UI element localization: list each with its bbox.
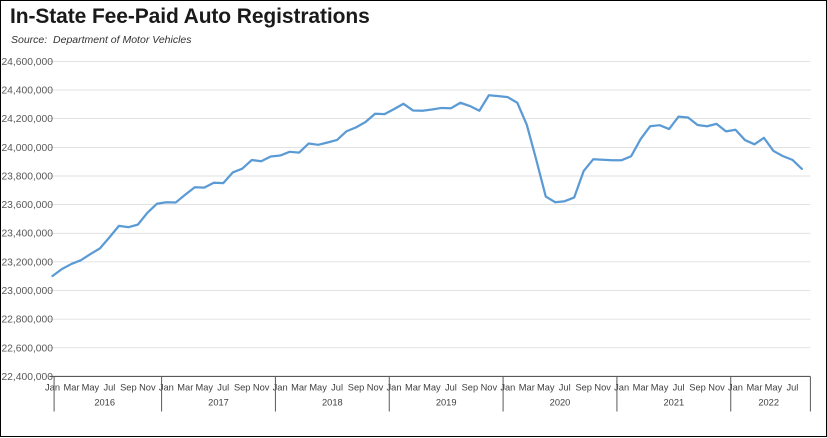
svg-text:Jul: Jul (559, 383, 571, 393)
svg-text:Mar: Mar (633, 383, 649, 393)
svg-text:23,600,000: 23,600,000 (1, 200, 53, 211)
svg-text:May: May (82, 383, 100, 393)
svg-text:Nov: Nov (367, 383, 384, 393)
svg-text:Nov: Nov (253, 383, 270, 393)
svg-text:Jan: Jan (728, 383, 743, 393)
svg-text:24,000,000: 24,000,000 (1, 143, 53, 154)
svg-text:Mar: Mar (519, 383, 535, 393)
svg-text:Mar: Mar (177, 383, 193, 393)
svg-text:Jan: Jan (500, 383, 515, 393)
svg-text:23,800,000: 23,800,000 (1, 171, 53, 182)
svg-text:24,400,000: 24,400,000 (1, 86, 53, 97)
svg-text:24,200,000: 24,200,000 (1, 114, 53, 125)
svg-text:Jan: Jan (159, 383, 174, 393)
svg-text:22,600,000: 22,600,000 (1, 343, 53, 354)
svg-text:May: May (195, 383, 213, 393)
svg-text:Mar: Mar (63, 383, 79, 393)
svg-text:Jan: Jan (614, 383, 629, 393)
svg-text:Nov: Nov (594, 383, 611, 393)
svg-text:Mar: Mar (405, 383, 421, 393)
svg-text:Jul: Jul (786, 383, 798, 393)
svg-text:2019: 2019 (436, 398, 457, 408)
svg-text:Sep: Sep (575, 383, 592, 393)
svg-text:22,800,000: 22,800,000 (1, 315, 53, 326)
svg-text:Mar: Mar (291, 383, 307, 393)
svg-text:2017: 2017 (208, 398, 229, 408)
svg-text:Jul: Jul (445, 383, 457, 393)
svg-text:May: May (765, 383, 783, 393)
svg-text:Jul: Jul (673, 383, 685, 393)
svg-text:Sep: Sep (462, 383, 479, 393)
svg-text:May: May (423, 383, 441, 393)
svg-text:Nov: Nov (139, 383, 156, 393)
svg-text:Sep: Sep (120, 383, 137, 393)
svg-text:2022: 2022 (758, 398, 779, 408)
svg-text:May: May (537, 383, 555, 393)
svg-text:Mar: Mar (746, 383, 762, 393)
svg-text:Sep: Sep (689, 383, 706, 393)
svg-text:May: May (309, 383, 327, 393)
svg-text:Sep: Sep (234, 383, 251, 393)
svg-text:22,400,000: 22,400,000 (1, 372, 53, 383)
svg-text:2018: 2018 (322, 398, 343, 408)
svg-text:24,600,000: 24,600,000 (1, 57, 53, 68)
svg-text:Nov: Nov (481, 383, 498, 393)
svg-text:Nov: Nov (708, 383, 725, 393)
svg-text:Jan: Jan (273, 383, 288, 393)
svg-text:23,000,000: 23,000,000 (1, 286, 53, 297)
svg-text:May: May (651, 383, 669, 393)
svg-text:Jul: Jul (103, 383, 115, 393)
svg-text:Jul: Jul (331, 383, 343, 393)
svg-text:Jul: Jul (217, 383, 229, 393)
svg-text:Jan: Jan (45, 383, 60, 393)
svg-text:2016: 2016 (94, 398, 115, 408)
svg-text:23,200,000: 23,200,000 (1, 257, 53, 268)
svg-text:23,400,000: 23,400,000 (1, 229, 53, 240)
svg-text:2021: 2021 (663, 398, 684, 408)
svg-text:2020: 2020 (550, 398, 571, 408)
svg-text:Sep: Sep (348, 383, 365, 393)
